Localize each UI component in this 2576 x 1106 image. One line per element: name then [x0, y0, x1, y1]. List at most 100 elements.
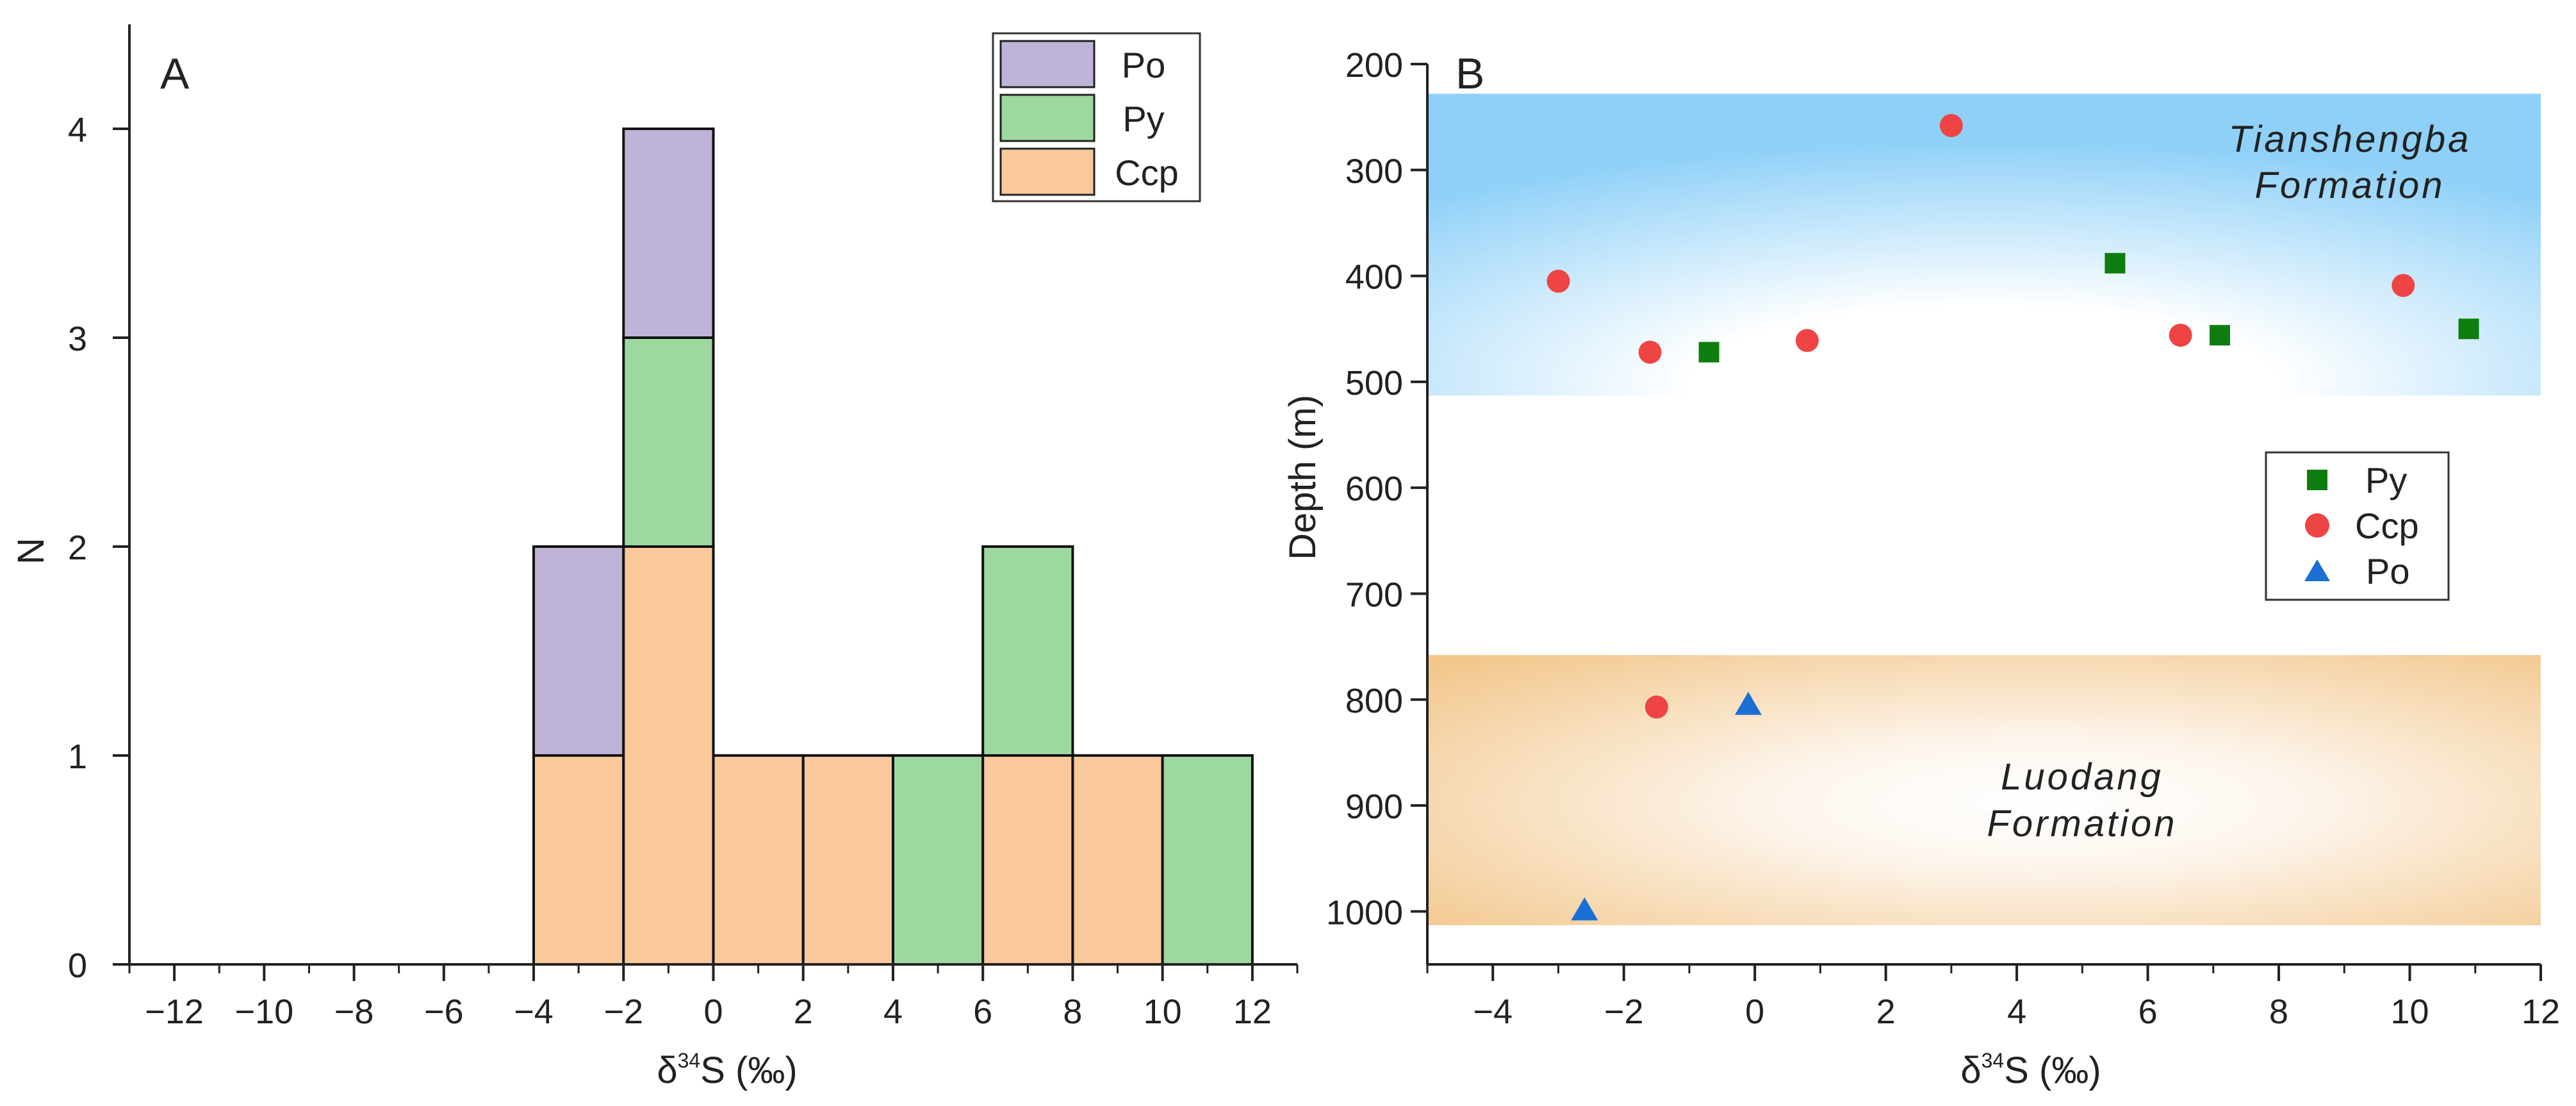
x-axis-title-rest: S (‰) — [2004, 1050, 2101, 1091]
bar-po-bin-0 — [532, 545, 625, 757]
zone-label-tianshengba-line2: Formation — [2254, 165, 2445, 206]
bar-ccp-bin-2 — [712, 754, 805, 966]
legend-label-po: Po — [2366, 551, 2410, 591]
panel-label-a: A — [160, 49, 190, 98]
legend-swatch-po — [999, 40, 1095, 88]
legend-label-ccp: Ccp — [1115, 153, 1179, 193]
bar-ccp-bin-0 — [532, 754, 625, 966]
tianshengba-zone — [1427, 94, 2541, 396]
y-axis-ticks: 200 300 400 500 600 700 800 900 1000 — [1326, 46, 1427, 932]
legend-label-py: Py — [2365, 460, 2407, 500]
x-axis-title: δ34S (‰) — [657, 1049, 797, 1091]
bar-po-bin-1 — [622, 128, 715, 339]
panel-label-b: B — [1456, 49, 1484, 98]
y-axis-ticks: 0 1 2 3 4 — [68, 111, 129, 985]
point-ccp — [1546, 269, 1570, 293]
x-tick-label: 6 — [2138, 993, 2158, 1031]
x-tick-label: 6 — [973, 993, 992, 1031]
legend: Po Py Ccp — [992, 32, 1201, 202]
point-ccp — [2169, 324, 2192, 347]
y-tick-label: 300 — [1345, 152, 1403, 190]
x-tick-label: 4 — [883, 993, 903, 1031]
y-tick-label: 500 — [1345, 364, 1403, 402]
x-tick-label: −4 — [1473, 993, 1513, 1031]
x-tick-label: 10 — [1144, 993, 1182, 1031]
zone-label-luodang-line2: Formation — [1987, 803, 2177, 845]
x-axis-title-delta: δ — [657, 1050, 677, 1091]
point-py — [2104, 252, 2126, 274]
x-tick-label: −12 — [145, 993, 204, 1031]
x-axis-ticks: −12 −10 −8 −6 −4 −2 0 2 4 6 8 10 12 — [128, 964, 1299, 1031]
x-tick-label: 8 — [1063, 993, 1082, 1031]
x-tick-label: 0 — [1745, 993, 1764, 1031]
y-tick-label: 4 — [68, 111, 87, 149]
x-tick-label: −2 — [1604, 993, 1644, 1031]
y-tick-label: 200 — [1345, 46, 1403, 85]
bar-ccp-bin-5 — [981, 754, 1074, 966]
legend-label-po: Po — [1122, 45, 1166, 85]
x-tick-label: −2 — [603, 993, 643, 1031]
y-tick-label: 800 — [1345, 682, 1403, 720]
x-tick-label: 2 — [1876, 993, 1896, 1031]
bar-ccp-bin-6 — [1071, 754, 1164, 966]
x-tick-label: 8 — [2269, 993, 2288, 1031]
legend-swatch-py — [999, 94, 1095, 142]
legend-label-py: Py — [1122, 99, 1164, 139]
x-tick-label: 12 — [2522, 993, 2560, 1031]
y-tick-label: 900 — [1345, 788, 1403, 826]
y-tick-label: 700 — [1345, 575, 1403, 614]
x-tick-label: −6 — [424, 993, 464, 1031]
legend-marker-po — [2304, 559, 2330, 581]
bar-py-bin-4 — [891, 754, 985, 966]
legend-label-ccp: Ccp — [2355, 506, 2419, 546]
y-tick-label: 600 — [1345, 470, 1403, 508]
scatter-panel: Tianshengba Formation Luodang Formation … — [1282, 46, 2560, 1091]
bar-py-bin-5 — [981, 545, 1074, 757]
x-tick-label: −8 — [334, 993, 374, 1031]
x-axis-title-superscript: 34 — [1981, 1049, 2005, 1072]
x-tick-label: 12 — [1233, 993, 1272, 1031]
y-tick-label: 1000 — [1326, 893, 1403, 932]
histogram-bars — [532, 128, 1254, 966]
zone-label-tianshengba-line1: Tianshengba — [2229, 119, 2472, 160]
legend-marker-ccp — [2305, 513, 2329, 538]
legend-box — [2265, 451, 2450, 601]
x-tick-label: −10 — [235, 993, 294, 1031]
x-axis-ticks: −4 −2 0 2 4 6 8 10 12 — [1426, 964, 2560, 1031]
point-po — [1734, 691, 1762, 715]
point-py — [2210, 325, 2231, 346]
y-tick-label: 3 — [68, 320, 87, 358]
bar-ccp-bin-3 — [801, 754, 894, 966]
legend-swatch-ccp — [999, 147, 1095, 196]
bar-ccp-bin-1 — [622, 545, 715, 966]
y-tick-label: 400 — [1345, 258, 1403, 297]
x-tick-label: 10 — [2390, 993, 2429, 1031]
point-ccp — [1638, 340, 1662, 364]
luodang-zone — [1427, 655, 2541, 925]
point-po — [1571, 897, 1598, 921]
x-tick-label: 0 — [703, 993, 723, 1031]
scatter-points — [1546, 113, 2479, 921]
point-ccp — [1645, 695, 1668, 719]
point-py — [2458, 318, 2479, 340]
point-ccp — [1939, 113, 1963, 137]
x-axis-title-delta: δ — [1960, 1050, 1981, 1091]
legend-marker-py — [2307, 470, 2327, 490]
point-ccp — [2391, 274, 2415, 297]
zone-label-luodang-line1: Luodang — [2001, 756, 2163, 798]
x-axis-title-superscript: 34 — [678, 1049, 701, 1072]
legend: Py Ccp Po — [2265, 451, 2450, 601]
y-tick-label: 0 — [68, 946, 87, 985]
y-axis-title: N — [10, 538, 52, 565]
y-axis-title: Depth (m) — [1282, 395, 1324, 560]
y-tick-label: 1 — [68, 738, 87, 776]
y-tick-label: 2 — [68, 529, 87, 567]
point-ccp — [1795, 329, 1819, 352]
x-tick-label: −4 — [514, 993, 554, 1031]
point-py — [1698, 342, 1719, 363]
x-tick-label: 4 — [2007, 993, 2026, 1031]
bar-py-bin-1 — [622, 336, 715, 548]
bar-py-bin-7 — [1161, 754, 1254, 966]
